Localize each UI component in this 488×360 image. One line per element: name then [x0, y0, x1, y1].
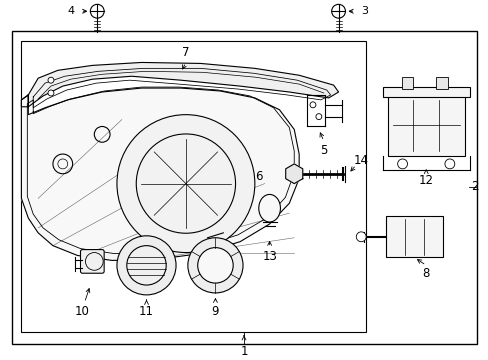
Text: 12: 12	[418, 174, 433, 187]
Circle shape	[356, 232, 366, 242]
Circle shape	[444, 159, 454, 169]
Circle shape	[90, 4, 104, 18]
Bar	[382, 87, 468, 97]
Circle shape	[48, 90, 54, 96]
Text: 8: 8	[422, 267, 429, 280]
Text: 2: 2	[470, 180, 477, 193]
Text: 6: 6	[254, 170, 262, 183]
Text: 5: 5	[320, 144, 327, 157]
Circle shape	[117, 236, 176, 295]
Circle shape	[197, 248, 233, 283]
Text: 3: 3	[361, 6, 368, 16]
Ellipse shape	[258, 194, 280, 222]
Circle shape	[309, 102, 315, 108]
Text: 14: 14	[353, 154, 367, 167]
Circle shape	[117, 114, 254, 253]
Text: 4: 4	[67, 6, 74, 16]
Circle shape	[315, 114, 321, 120]
Bar	[12, 31, 476, 344]
FancyBboxPatch shape	[81, 249, 104, 273]
Polygon shape	[285, 164, 302, 184]
Bar	[21, 41, 366, 332]
Circle shape	[331, 4, 345, 18]
Polygon shape	[28, 62, 338, 107]
Text: 9: 9	[211, 305, 219, 318]
Bar	[435, 77, 447, 89]
Circle shape	[126, 246, 166, 285]
Text: 11: 11	[139, 305, 154, 318]
Bar	[401, 77, 412, 89]
Circle shape	[48, 77, 54, 83]
Circle shape	[187, 238, 243, 293]
Circle shape	[397, 159, 407, 169]
Text: 7: 7	[182, 45, 189, 59]
Bar	[385, 216, 442, 257]
Text: 1: 1	[240, 345, 247, 357]
Text: 10: 10	[75, 305, 90, 318]
Polygon shape	[21, 88, 299, 260]
Text: 13: 13	[262, 249, 277, 262]
Bar	[387, 95, 464, 156]
